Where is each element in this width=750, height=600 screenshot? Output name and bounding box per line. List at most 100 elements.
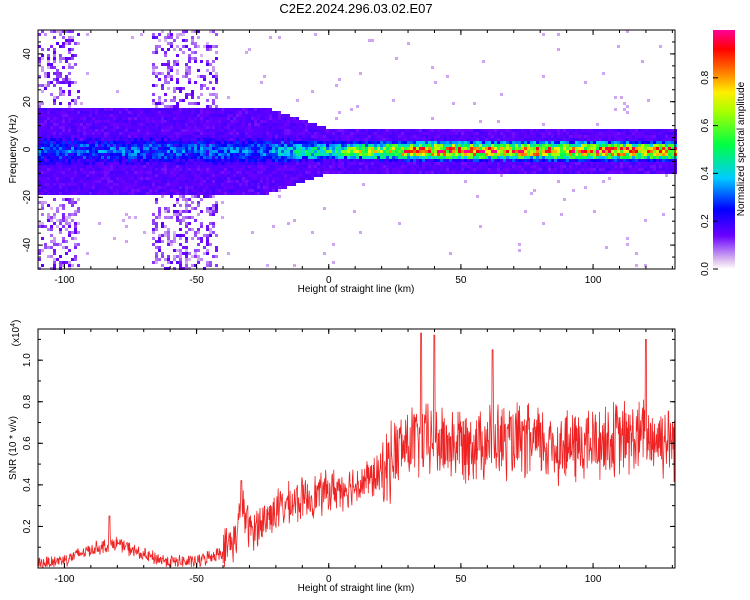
heatmap-cell	[314, 135, 317, 138]
heatmap-cell	[143, 192, 146, 195]
heatmap-cell	[41, 237, 44, 240]
heatmap-cell	[194, 231, 197, 234]
heatmap-cell	[476, 132, 479, 135]
heatmap-cell	[362, 159, 365, 162]
heatmap-cell	[74, 129, 77, 132]
heatmap-cell	[38, 153, 41, 156]
heatmap-cell	[365, 147, 368, 150]
heatmap-cell	[530, 156, 533, 159]
heatmap-cell	[326, 138, 329, 141]
heatmap-cell	[140, 174, 143, 177]
heatmap-cell	[467, 138, 470, 141]
heatmap-cell	[50, 189, 53, 192]
heatmap-cell	[221, 123, 224, 126]
heatmap-cell	[245, 147, 248, 150]
heatmap-cell	[377, 138, 380, 141]
heatmap-cell	[155, 108, 158, 111]
heatmap-cell	[206, 192, 209, 195]
heatmap-cell	[200, 144, 203, 147]
heatmap-cell	[455, 135, 458, 138]
heatmap-cell	[608, 144, 611, 147]
heatmap-cell	[176, 186, 179, 189]
heatmap-cell	[416, 165, 419, 168]
heatmap-cell	[287, 222, 290, 225]
heatmap-cell	[350, 168, 353, 171]
heatmap-cell	[269, 189, 272, 192]
heatmap-cell	[80, 186, 83, 189]
heatmap-cell	[587, 162, 590, 165]
heatmap-cell	[308, 129, 311, 132]
heatmap-cell	[242, 117, 245, 120]
heatmap-cell	[524, 171, 527, 174]
heatmap-cell	[188, 192, 191, 195]
heatmap-cell	[134, 159, 137, 162]
heatmap-cell	[218, 129, 221, 132]
heatmap-cell	[221, 177, 224, 180]
heatmap-cell	[83, 192, 86, 195]
heatmap-cell	[71, 135, 74, 138]
heatmap-cell	[413, 171, 416, 174]
heatmap-cell	[296, 138, 299, 141]
heatmap-cell	[251, 183, 254, 186]
heatmap-cell	[119, 159, 122, 162]
heatmap-cell	[539, 168, 542, 171]
heatmap-cell	[98, 192, 101, 195]
heatmap-cell	[230, 132, 233, 135]
heatmap-cell	[74, 135, 77, 138]
heatmap-cell	[632, 141, 635, 144]
heatmap-cell	[299, 132, 302, 135]
heatmap-cell	[149, 114, 152, 117]
heatmap-cell	[212, 132, 215, 135]
heatmap-cell	[296, 144, 299, 147]
heatmap-cell	[197, 75, 200, 78]
heatmap-cell	[356, 132, 359, 135]
heatmap-cell	[185, 75, 188, 78]
heatmap-cell	[278, 159, 281, 162]
heatmap-cell	[173, 111, 176, 114]
heatmap-cell	[143, 150, 146, 153]
heatmap-cell	[89, 144, 92, 147]
heatmap-cell	[242, 147, 245, 150]
heatmap-cell	[248, 117, 251, 120]
heatmap-cell	[344, 162, 347, 165]
heatmap-cell	[89, 111, 92, 114]
heatmap-cell	[176, 216, 179, 219]
heatmap-cell	[407, 156, 410, 159]
heatmap-cell	[428, 150, 431, 153]
heatmap-cell	[548, 144, 551, 147]
heatmap-cell	[155, 123, 158, 126]
heatmap-cell	[173, 237, 176, 240]
heatmap-cell	[428, 141, 431, 144]
heatmap-cell	[134, 183, 137, 186]
heatmap-cell	[164, 135, 167, 138]
heatmap-cell	[182, 162, 185, 165]
heatmap-cell	[182, 120, 185, 123]
heatmap-cell	[74, 180, 77, 183]
heatmap-cell	[437, 144, 440, 147]
heatmap-cell	[50, 165, 53, 168]
heatmap-cell	[98, 174, 101, 177]
heatmap-cell	[614, 135, 617, 138]
heatmap-cell	[215, 210, 218, 213]
heatmap-cell	[98, 162, 101, 165]
heatmap-cell	[155, 66, 158, 69]
heatmap-cell	[398, 147, 401, 150]
heatmap-cell	[518, 153, 521, 156]
heatmap-cell	[149, 189, 152, 192]
heatmap-cell	[44, 180, 47, 183]
heatmap-cell	[500, 171, 503, 174]
heatmap-cell	[50, 174, 53, 177]
heatmap-cell	[74, 186, 77, 189]
heatmap-cell	[242, 120, 245, 123]
heatmap-cell	[128, 120, 131, 123]
heatmap-cell	[95, 192, 98, 195]
heatmap-cell	[407, 171, 410, 174]
heatmap-cell	[254, 138, 257, 141]
heatmap-cell	[245, 138, 248, 141]
heatmap-cell	[116, 90, 119, 93]
heatmap-cell	[398, 141, 401, 144]
heatmap-cell	[200, 171, 203, 174]
heatmap-cell	[194, 120, 197, 123]
heatmap-cell	[266, 126, 269, 129]
heatmap-cell	[251, 165, 254, 168]
